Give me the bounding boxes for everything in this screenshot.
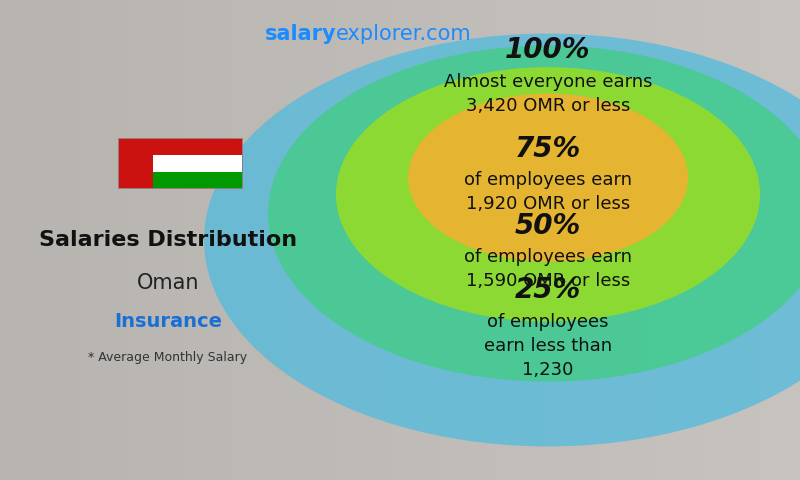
Text: of employees earn: of employees earn <box>464 248 632 266</box>
Text: 100%: 100% <box>506 36 590 64</box>
Text: explorer.com: explorer.com <box>336 24 472 44</box>
Circle shape <box>336 67 760 322</box>
FancyBboxPatch shape <box>153 155 242 171</box>
Text: 50%: 50% <box>515 212 581 240</box>
Circle shape <box>204 34 800 446</box>
Circle shape <box>268 46 800 382</box>
Text: Salaries Distribution: Salaries Distribution <box>39 230 297 250</box>
Text: 1,920 OMR or less: 1,920 OMR or less <box>466 195 630 213</box>
Text: Oman: Oman <box>137 273 199 293</box>
Text: earn less than: earn less than <box>484 336 612 355</box>
Text: Almost everyone earns: Almost everyone earns <box>444 72 652 91</box>
Text: 3,420 OMR or less: 3,420 OMR or less <box>466 96 630 115</box>
Text: 1,230: 1,230 <box>522 360 574 379</box>
Text: of employees earn: of employees earn <box>464 171 632 189</box>
Text: Insurance: Insurance <box>114 312 222 331</box>
Circle shape <box>408 94 688 262</box>
Text: 75%: 75% <box>515 135 581 163</box>
Text: salary: salary <box>264 24 336 44</box>
Text: of employees: of employees <box>487 312 609 331</box>
Text: 25%: 25% <box>515 276 581 304</box>
FancyBboxPatch shape <box>153 171 242 188</box>
Text: 1,590 OMR or less: 1,590 OMR or less <box>466 272 630 290</box>
FancyBboxPatch shape <box>118 138 242 188</box>
Text: * Average Monthly Salary: * Average Monthly Salary <box>89 351 247 364</box>
